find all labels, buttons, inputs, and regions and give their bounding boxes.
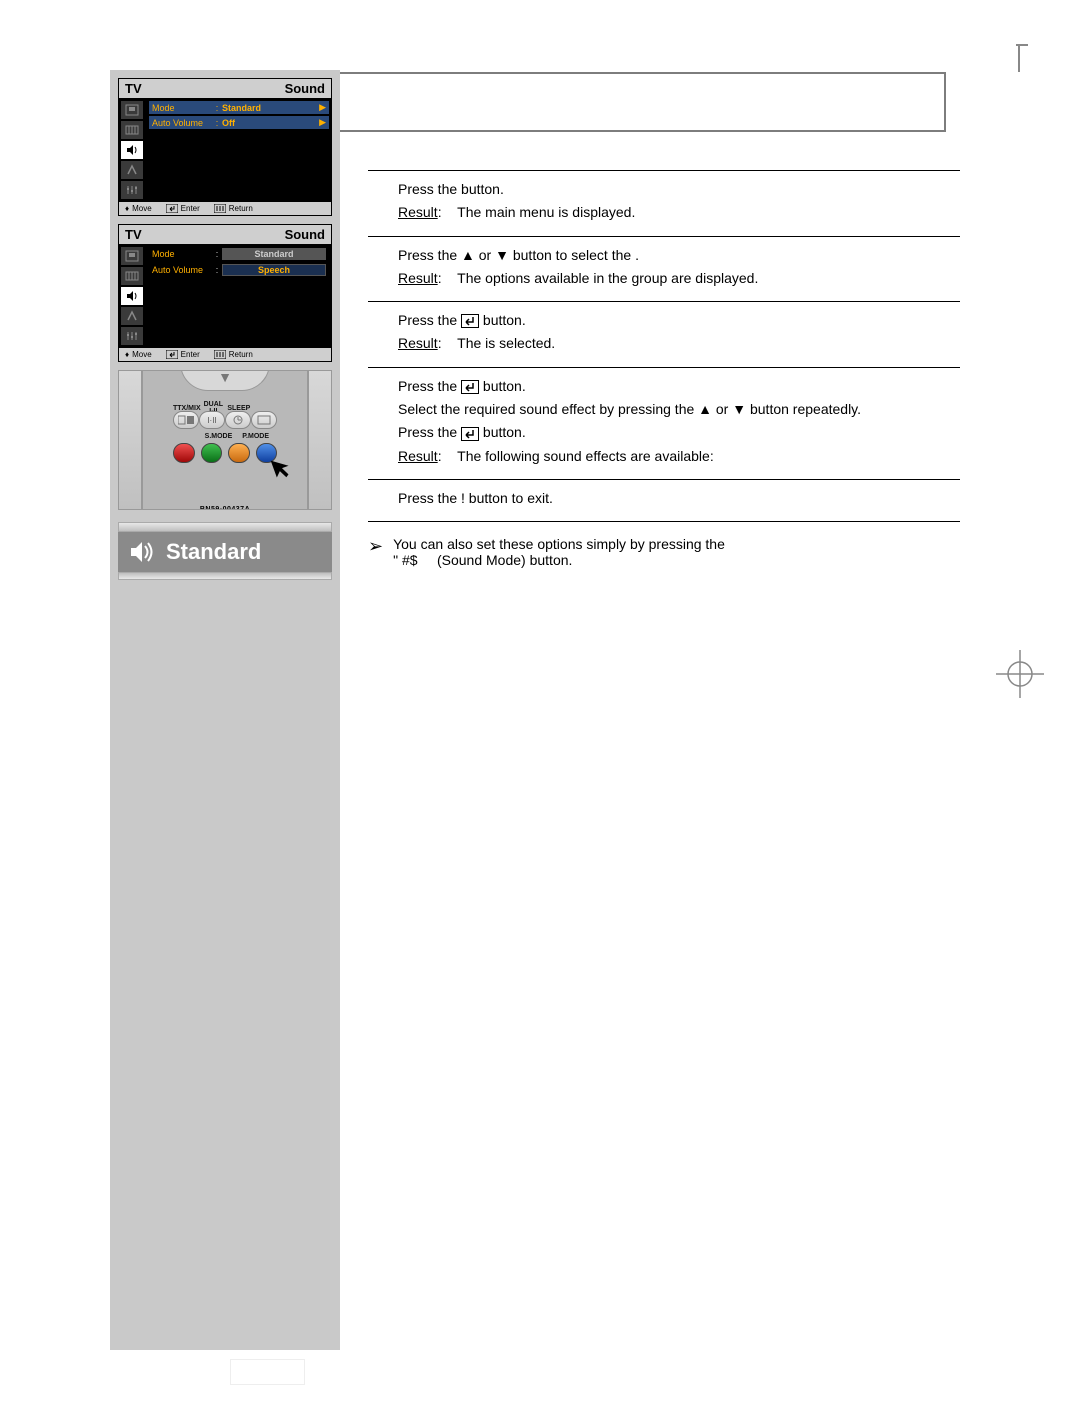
step-result: Result: The main menu is displayed.	[398, 202, 960, 222]
remote-button[interactable]: I·II	[199, 411, 225, 429]
green-button[interactable]	[201, 443, 223, 463]
step: Press the button. Select the required so…	[368, 367, 960, 479]
osd-value: Standard	[222, 248, 326, 260]
remote-label: P.MODE	[242, 433, 269, 440]
setup-icon	[121, 327, 143, 345]
enter-icon	[461, 379, 479, 393]
osd-value: Off	[222, 118, 317, 128]
remote-body: ▼ TTX/MIX DUAL I-II SLEEP I·II S.MODE P.…	[141, 370, 309, 510]
picture-icon	[121, 267, 143, 285]
remote-button[interactable]	[225, 411, 251, 429]
osd-key: Auto Volume	[152, 118, 212, 128]
osd-screenshot-2: TV Sound Mode : Standard	[118, 224, 332, 362]
remote-part-number: BN59-00437A	[200, 506, 250, 510]
osd-colon: :	[214, 249, 220, 259]
osd-footer: ♦ Move Enter Return	[119, 348, 331, 361]
banner-label: Standard	[166, 539, 261, 565]
enter-icon	[461, 426, 479, 440]
osd-foot-move: ♦ Move	[125, 350, 152, 359]
step-result: Result: The options available in the gro…	[398, 268, 960, 288]
note-text: You can also set these options simply by…	[393, 536, 725, 568]
remote-button[interactable]	[173, 411, 199, 429]
setup-icon	[121, 181, 143, 199]
step-line: Select the required sound effect by pres…	[398, 399, 960, 419]
osd-row: Mode : Standard	[149, 247, 329, 261]
registration-mark	[996, 650, 1044, 698]
step-line: Press the button.	[398, 422, 960, 442]
osd-key: Mode	[152, 249, 212, 259]
note-arrow-icon: ➢	[368, 537, 383, 568]
osd-footer: ♦ Move Enter Return	[119, 202, 331, 215]
sound-icon	[121, 141, 143, 159]
step-line: Press the button.	[398, 376, 960, 396]
arrow-right-icon: ▶	[319, 117, 326, 128]
sound-icon	[121, 287, 143, 305]
osd-header: TV Sound	[119, 225, 331, 244]
osd-title: Sound	[285, 81, 325, 96]
step: Press the ! button to exit.	[368, 479, 960, 522]
step-line: Press the ▲ or ▼ button to select the .	[398, 245, 960, 265]
note: ➢ You can also set these options simply …	[368, 536, 1000, 568]
step-list: Press the button. Result: The main menu …	[368, 170, 960, 522]
red-button[interactable]	[173, 443, 195, 463]
osd-row: Mode : Standard ▶	[149, 101, 329, 114]
speaker-icon	[128, 538, 156, 566]
osd-key: Mode	[152, 103, 212, 113]
osd-header: TV Sound	[119, 79, 331, 98]
osd-title: Sound	[285, 227, 325, 242]
picture-icon	[121, 121, 143, 139]
osd-value: Standard	[222, 103, 317, 113]
orange-button[interactable]	[228, 443, 250, 463]
step: Press the button. Result: The is selecte…	[368, 301, 960, 367]
remote-label: S.MODE	[205, 433, 233, 440]
osd-row: Auto Volume : Speech	[149, 263, 329, 277]
osd-value: Speech	[222, 264, 326, 276]
osd-menu-rows: Mode : Standard Auto Volume : Speech	[145, 244, 331, 348]
dpad-down-icon: ▼	[180, 370, 270, 391]
cursor-pointer-icon	[266, 452, 299, 490]
osd-colon: :	[214, 103, 220, 113]
osd-foot-move: ♦ Move	[125, 204, 152, 213]
osd-foot-enter: Enter	[166, 350, 200, 359]
remote-pill-row: I·II	[173, 411, 277, 429]
enter-icon	[461, 313, 479, 327]
step-line: Press the ! button to exit.	[398, 488, 960, 508]
channel-icon	[121, 307, 143, 325]
input-icon	[121, 101, 143, 119]
osd-menu-rows: Mode : Standard ▶ Auto Volume : Off ▶	[145, 98, 331, 202]
osd-key: Auto Volume	[152, 265, 212, 275]
step-result: Result: The following sound effects are …	[398, 446, 960, 466]
step-result: Result: The is selected.	[398, 333, 960, 353]
osd-colon: :	[214, 265, 220, 275]
remote-button[interactable]	[251, 411, 277, 429]
page-layout: TV Sound	[110, 70, 1000, 1350]
osd-row: Auto Volume : Off ▶	[149, 116, 329, 129]
osd-foot-return: Return	[214, 350, 253, 359]
osd-tv-label: TV	[125, 227, 142, 242]
arrow-right-icon: ▶	[319, 102, 326, 113]
osd-foot-return: Return	[214, 204, 253, 213]
osd-colon: :	[214, 118, 220, 128]
input-icon	[121, 247, 143, 265]
remote-label-row2: S.MODE P.MODE	[173, 433, 277, 440]
osd-screenshot-1: TV Sound	[118, 78, 332, 216]
instruction-content: Press the button. Result: The main menu …	[340, 70, 1000, 568]
remote-control-snippet: ▼ TTX/MIX DUAL I-II SLEEP I·II S.MODE P.…	[118, 370, 332, 510]
sound-mode-banner: Standard	[118, 522, 332, 580]
sidebar: TV Sound	[110, 70, 340, 1350]
step-line: Press the button.	[398, 310, 960, 330]
step: Press the button. Result: The main menu …	[368, 170, 960, 236]
remote-color-row	[173, 443, 277, 463]
osd-icon-column	[119, 244, 145, 348]
osd-foot-enter: Enter	[166, 204, 200, 213]
osd-icon-column	[119, 98, 145, 202]
step-line: Press the button.	[398, 179, 960, 199]
page-number-box	[230, 1359, 305, 1385]
step: Press the ▲ or ▼ button to select the . …	[368, 236, 960, 302]
channel-icon	[121, 161, 143, 179]
osd-tv-label: TV	[125, 81, 142, 96]
